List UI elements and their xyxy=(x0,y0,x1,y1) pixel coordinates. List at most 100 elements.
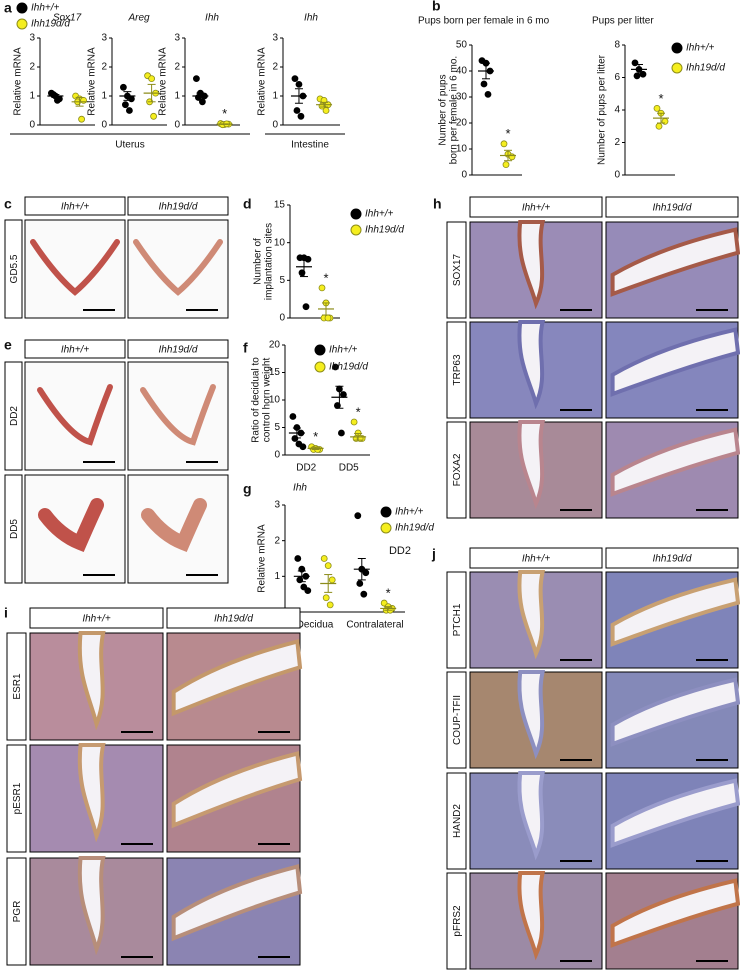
y-tick-label: 2 xyxy=(29,62,35,73)
lumen xyxy=(517,420,546,510)
legend-label: Ihh+/+ xyxy=(329,345,358,356)
data-point xyxy=(354,512,362,520)
data-point xyxy=(360,590,368,598)
y-axis-label: Ratio of decidual to xyxy=(251,357,262,443)
photograph xyxy=(24,474,126,584)
y-tick-label: 8 xyxy=(614,40,620,51)
panel-letter: e xyxy=(4,337,12,353)
y-tick-label: 3 xyxy=(174,33,180,44)
y-tick-label: 0 xyxy=(29,120,35,131)
data-point xyxy=(362,569,370,577)
row-header xyxy=(446,872,467,970)
data-point xyxy=(289,413,297,420)
y-axis-label: Relative mRNA xyxy=(257,524,268,593)
row-header xyxy=(4,474,23,584)
x-tick-label: DD2 xyxy=(296,463,316,474)
column-label: Ihh19d/d xyxy=(159,345,198,356)
y-axis-label: Number of xyxy=(253,238,264,285)
data-point xyxy=(302,303,310,311)
tissue xyxy=(30,239,120,296)
significance-mark: * xyxy=(222,106,227,121)
y-tick-label: 0 xyxy=(174,120,180,131)
error-bar xyxy=(300,256,308,278)
error-bar xyxy=(322,302,330,316)
row-header xyxy=(6,857,27,966)
y-tick-label: 1 xyxy=(29,91,35,102)
legend-swatch xyxy=(314,344,326,356)
y-tick-label: 0 xyxy=(461,170,467,181)
data-point xyxy=(502,161,510,169)
y-tick-label: 2 xyxy=(274,535,280,546)
y-tick-label: 2 xyxy=(272,62,278,73)
error-bar xyxy=(297,570,306,583)
y-tick-label: 5 xyxy=(274,422,280,433)
row-header xyxy=(446,571,467,669)
column-header xyxy=(166,607,301,629)
error-bar xyxy=(657,112,665,124)
error-bar xyxy=(482,62,490,80)
column-label: Ihh+/+ xyxy=(82,614,111,625)
x-tick-label: DD5 xyxy=(339,463,359,474)
lumen xyxy=(517,570,546,660)
y-axis-label: implantation sites xyxy=(264,223,275,300)
tissue xyxy=(37,384,113,446)
y-tick-label: 2 xyxy=(614,137,620,148)
lumen xyxy=(610,327,740,397)
legend-label: Ihh19d/d xyxy=(395,523,434,534)
column-header xyxy=(127,196,229,216)
legend-label: Ihh19d/d xyxy=(329,362,368,373)
y-tick-label: 15 xyxy=(269,367,281,378)
y-tick-label: 1 xyxy=(174,91,180,102)
chart-title: Pups born per female in 6 mo xyxy=(418,16,550,27)
y-tick-label: 40 xyxy=(456,66,468,77)
y-axis-label: Number of pups xyxy=(438,74,449,145)
data-point xyxy=(326,601,334,609)
data-point xyxy=(484,91,492,98)
error-bar xyxy=(311,446,320,450)
column-label: Ihh19d/d xyxy=(653,203,692,214)
row-label: COUP-TFII xyxy=(452,695,463,745)
legend-label: Ihh19d/d xyxy=(31,19,70,30)
column-header xyxy=(469,196,603,218)
y-tick-label: 0 xyxy=(272,120,278,131)
data-point xyxy=(350,418,358,426)
error-bar xyxy=(357,558,366,581)
lumen xyxy=(517,771,546,861)
chart-title: Pups per litter xyxy=(592,16,654,27)
y-tick-label: 6 xyxy=(614,72,620,83)
photograph xyxy=(127,361,229,471)
data-point xyxy=(320,555,328,562)
row-header xyxy=(4,219,23,319)
data-point xyxy=(322,594,330,602)
column-header xyxy=(24,339,126,359)
column-label: Ihh19d/d xyxy=(159,202,198,213)
data-point xyxy=(120,83,127,91)
chart-title: Ihh xyxy=(205,13,219,24)
data-point xyxy=(293,107,301,114)
legend-swatch xyxy=(314,361,326,373)
column-label: Ihh+/+ xyxy=(522,203,551,214)
photograph xyxy=(127,219,229,319)
data-point xyxy=(148,75,156,82)
x-axis-label: Intestine xyxy=(291,140,329,151)
error-bar xyxy=(294,88,303,104)
column-label: Ihh19d/d xyxy=(653,554,692,565)
photograph xyxy=(127,474,229,584)
data-point xyxy=(337,429,345,437)
data-point xyxy=(299,443,307,451)
y-tick-label: 15 xyxy=(274,200,286,211)
row-label: TRP63 xyxy=(452,354,463,386)
panel-letter: j xyxy=(431,546,436,562)
lumen xyxy=(171,751,303,829)
data-point xyxy=(324,562,332,570)
y-tick-label: 10 xyxy=(274,237,286,248)
data-point xyxy=(297,112,305,120)
legend-swatch xyxy=(671,62,683,74)
row-header xyxy=(446,321,467,419)
data-point xyxy=(125,107,133,114)
annotation: DD2 xyxy=(389,545,411,557)
row-label: HAND2 xyxy=(452,804,463,838)
error-bar xyxy=(354,433,363,441)
error-bar xyxy=(504,149,512,162)
